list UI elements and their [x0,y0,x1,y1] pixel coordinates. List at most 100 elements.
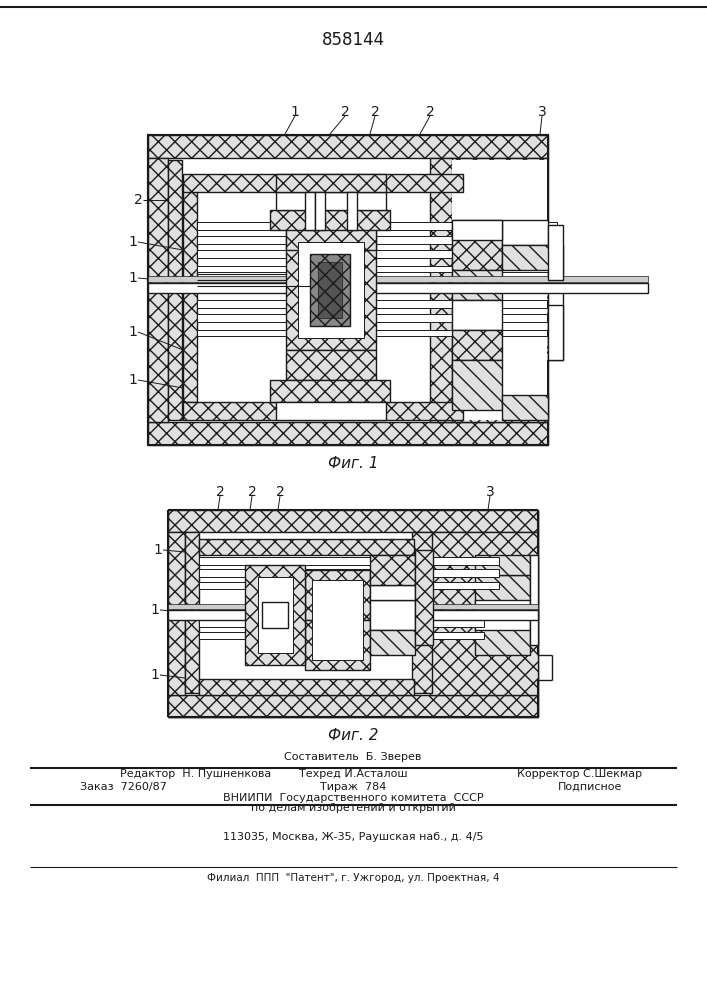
Bar [168,610,538,620]
Bar [199,632,484,639]
Text: Составитель  Б. Зверев: Составитель Б. Зверев [284,752,421,762]
Bar [312,580,363,660]
Bar [276,174,386,192]
Bar [298,242,364,338]
Bar [370,555,415,585]
Bar [452,220,502,270]
Bar [183,402,463,420]
Bar [168,695,538,717]
Text: Заказ  7260/87: Заказ 7260/87 [80,782,167,792]
Bar [286,350,376,380]
Text: 1: 1 [129,373,137,387]
Bar [168,532,185,695]
Bar [286,228,376,250]
Bar [276,192,386,210]
Text: по делам изобретений и открытий: по делам изобретений и открытий [250,803,455,813]
Bar [197,222,557,230]
Bar [199,582,499,589]
Bar [197,314,547,322]
Bar [315,192,325,230]
Text: 2: 2 [426,105,434,119]
Bar [305,620,370,670]
Bar [183,174,463,192]
Bar [548,305,563,360]
Text: 2: 2 [341,105,349,119]
Bar [168,160,182,420]
Text: Подписное: Подписное [558,782,622,792]
Bar [502,395,548,420]
Bar [370,600,415,630]
Bar [452,360,502,410]
Bar [148,135,548,158]
Text: 1: 1 [153,543,163,557]
Bar [183,184,197,402]
Text: 2: 2 [216,485,224,499]
Bar [430,532,538,695]
Bar [148,135,548,445]
Bar [270,210,390,230]
Bar [318,262,342,318]
Bar [197,300,547,308]
Bar [475,555,530,575]
Bar [305,570,370,620]
Text: 1: 1 [151,603,160,617]
Bar [185,528,520,702]
Bar [262,602,288,628]
Bar [502,245,562,270]
Bar [452,220,502,240]
Bar [452,270,502,300]
Text: 1: 1 [129,235,137,249]
Bar [310,254,350,326]
Bar [276,402,386,420]
Text: 113035, Москва, Ж-35, Раушская наб., д. 4/5: 113035, Москва, Ж-35, Раушская наб., д. … [223,832,484,842]
Bar [452,160,547,420]
Bar [305,192,315,230]
Text: Фиг. 2: Фиг. 2 [328,728,378,742]
Bar [199,539,414,555]
Bar [197,266,557,272]
Text: Техред И.Асталош: Техред И.Асталош [298,769,407,779]
Bar [430,158,452,422]
Text: 1: 1 [129,271,137,285]
Bar [197,236,557,244]
Bar [199,557,499,565]
Text: Фиг. 1: Фиг. 1 [328,456,378,471]
Bar [197,330,547,336]
Bar [548,225,563,280]
Bar [270,380,390,402]
Bar [475,600,530,630]
Bar [185,532,199,693]
Text: 2: 2 [247,485,257,499]
Bar [168,510,538,532]
Bar [258,577,293,653]
Text: ВНИИПИ  Государственного комитета  СССР: ВНИИПИ Государственного комитета СССР [223,793,484,803]
Text: Редактор  Н. Пушненкова: Редактор Н. Пушненкова [120,769,271,779]
Bar [286,230,376,350]
Text: 3: 3 [537,105,547,119]
Bar [347,192,357,230]
Bar [245,565,305,665]
Bar [199,679,414,695]
Text: 1: 1 [291,105,300,119]
Bar [452,300,502,330]
Text: Тираж  784: Тираж 784 [320,782,386,792]
Bar [148,283,648,293]
Text: 1: 1 [151,668,160,682]
Text: 1: 1 [129,325,137,339]
Text: Корректор С.Шекмар: Корректор С.Шекмар [518,769,643,779]
Bar [199,569,499,577]
Bar [197,250,557,258]
Bar [412,532,432,693]
Bar [168,152,523,428]
Bar [168,510,538,717]
Bar [148,276,648,282]
Text: 858144: 858144 [322,31,385,49]
Bar [148,158,168,422]
Bar [450,158,548,422]
Text: 2: 2 [134,193,142,207]
Bar [502,220,548,245]
Bar [415,550,433,645]
Bar [148,422,548,445]
Bar [370,630,415,655]
Bar [168,604,538,609]
